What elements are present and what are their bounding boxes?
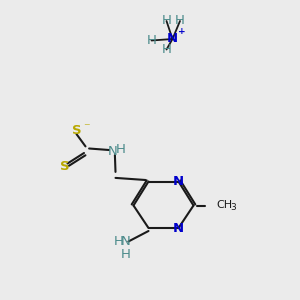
Text: H: H [175,14,185,28]
Text: N: N [167,32,178,46]
Text: 3: 3 [230,203,236,212]
Text: N: N [173,221,184,235]
Text: H: H [162,43,171,56]
Text: N: N [121,235,131,248]
Text: ⁻: ⁻ [83,121,89,134]
Text: H: H [162,14,171,28]
Text: H: H [116,142,126,156]
Text: S: S [60,160,69,173]
Text: +: + [178,27,185,36]
Text: H: H [121,248,131,262]
Text: CH: CH [216,200,232,211]
Text: H: H [147,34,156,47]
Text: N: N [173,175,184,188]
Text: S: S [72,124,81,137]
Text: N: N [108,145,117,158]
Text: H: H [114,235,123,248]
